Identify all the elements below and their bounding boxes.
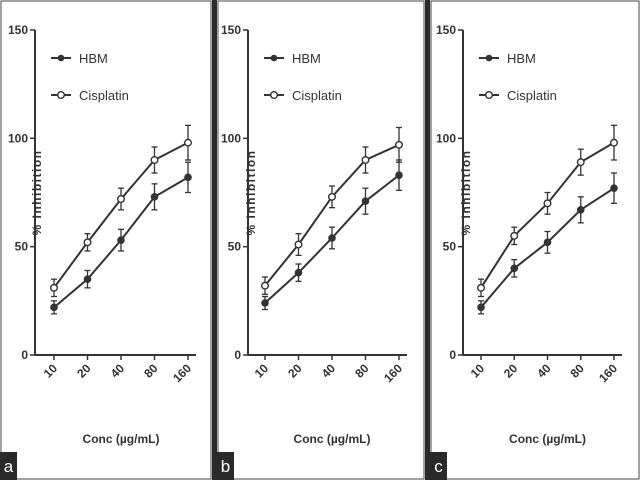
panel-label: a (4, 457, 14, 476)
legend-label-hbm: HBM (79, 51, 108, 66)
legend-label-cisplatin: Cisplatin (79, 88, 129, 103)
panel-label-box (430, 452, 447, 480)
legend-marker-hbm (57, 54, 65, 62)
data-point-cisplatin (183, 138, 192, 147)
x-tick-label: 40 (534, 361, 554, 381)
panel-label-box (0, 452, 17, 480)
data-point-cisplatin (83, 238, 92, 247)
y-tick-label: 0 (21, 348, 28, 362)
chart-panel: 0 50 100 150 10 20 40 80 160 Conc (µg/mL) % Inhibi… (430, 0, 640, 480)
series-line-cisplatin (480, 141, 615, 289)
y-tick-label: 50 (228, 240, 242, 254)
x-tick-label: 80 (568, 361, 588, 381)
x-tick-label: 10 (252, 361, 272, 381)
x-tick-label: 20 (285, 361, 305, 381)
data-point-cisplatin (543, 199, 552, 208)
y-axis-title: % Inhibition (30, 150, 44, 236)
panel-separator (212, 0, 217, 480)
series-line-cisplatin (264, 143, 400, 287)
y-tick-label: 50 (15, 240, 29, 254)
x-axis-title: Conc (µg/mL) (83, 432, 160, 446)
panel-border (0, 0, 212, 480)
y-tick-label: 50 (443, 240, 457, 254)
data-point-hbm (261, 299, 269, 307)
data-point-cisplatin (510, 231, 519, 240)
data-point-hbm (543, 238, 552, 247)
data-point-hbm (510, 264, 519, 273)
data-point-cisplatin (395, 140, 404, 149)
legend-marker-hbm (485, 54, 493, 62)
legend-marker-cisplatin (270, 90, 279, 99)
y-tick-label: 100 (436, 131, 456, 145)
data-point-cisplatin (610, 138, 619, 147)
y-axis-title: % Inhibition (459, 150, 473, 236)
series-line-cisplatin (53, 141, 189, 289)
chart-panel: 0 50 100 150 10 20 40 80 160 Conc (µg/mL) % Inhibi… (217, 0, 425, 480)
y-axis-title: % Inhibition (244, 150, 258, 236)
data-point-hbm (184, 173, 192, 182)
data-point-hbm (50, 303, 58, 312)
x-tick-label: 160 (170, 361, 194, 385)
legend-label-hbm: HBM (507, 51, 536, 66)
panel-separator (425, 0, 430, 480)
data-point-hbm (328, 234, 336, 242)
x-tick-label: 10 (468, 361, 488, 381)
x-tick-label: 20 (74, 361, 94, 381)
legend-marker-hbm (270, 54, 278, 62)
data-point-cisplatin (576, 158, 585, 167)
x-axis-title: Conc (µg/mL) (509, 432, 586, 446)
data-point-hbm (117, 236, 125, 244)
x-tick-label: 160 (596, 361, 620, 385)
panel-label: c (434, 457, 443, 476)
y-tick-label: 150 (436, 23, 456, 37)
data-point-hbm (610, 184, 618, 192)
data-point-hbm (395, 171, 403, 179)
x-tick-label: 10 (41, 361, 61, 381)
chart-panel: 0 50 100 150 10 20 40 80 160 Conc (µg/mL) % Inhibi… (0, 0, 212, 480)
legend-label-cisplatin: Cisplatin (292, 88, 342, 103)
x-tick-label: 20 (501, 361, 521, 381)
data-point-cisplatin (261, 281, 270, 290)
x-tick-label: 40 (319, 361, 339, 381)
y-tick-label: 100 (221, 131, 241, 145)
panel-border (217, 0, 425, 480)
x-tick-label: 40 (108, 361, 128, 381)
x-axis-title: Conc (µg/mL) (294, 432, 371, 446)
y-tick-label: 150 (8, 23, 28, 37)
panel-label: b (221, 457, 230, 476)
data-point-cisplatin (361, 155, 370, 164)
x-tick-label: 80 (141, 361, 161, 381)
data-point-cisplatin (294, 240, 303, 249)
y-tick-label: 0 (234, 348, 241, 362)
x-tick-label: 160 (381, 361, 405, 385)
legend-label-cisplatin: Cisplatin (507, 88, 557, 103)
data-point-cisplatin (116, 194, 125, 203)
data-point-hbm (294, 268, 303, 277)
y-tick-label: 100 (8, 131, 28, 145)
legend-marker-cisplatin (485, 90, 494, 99)
y-tick-label: 0 (449, 348, 456, 362)
data-point-cisplatin (477, 283, 486, 292)
legend-label-hbm: HBM (292, 51, 321, 66)
data-point-cisplatin (50, 283, 59, 292)
x-tick-label: 80 (352, 361, 372, 381)
data-point-cisplatin (328, 192, 337, 201)
data-point-hbm (576, 206, 585, 214)
data-point-cisplatin (150, 155, 159, 164)
y-tick-label: 150 (221, 23, 241, 37)
legend-marker-cisplatin (57, 90, 66, 99)
data-point-hbm (477, 303, 485, 312)
data-point-hbm (150, 193, 159, 201)
data-point-hbm (83, 275, 92, 283)
panel-label-box (217, 452, 234, 480)
data-point-hbm (361, 197, 370, 205)
panel-border (430, 0, 640, 480)
